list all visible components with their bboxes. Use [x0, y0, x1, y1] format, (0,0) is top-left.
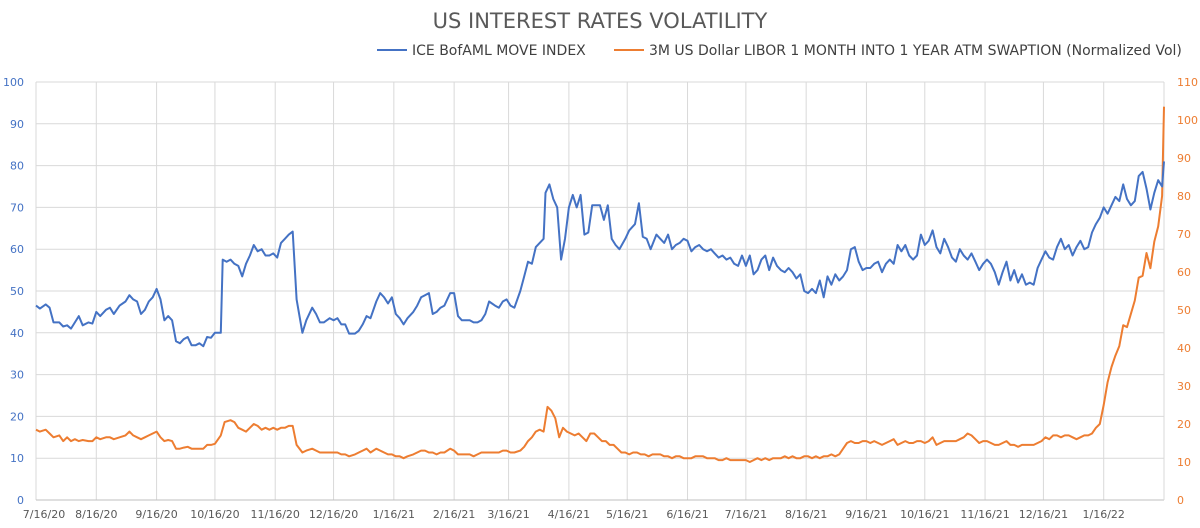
- right-tick-label: 50: [1177, 304, 1191, 317]
- x-tick-label: 1/16/21: [373, 508, 415, 521]
- x-tick-label: 7/16/20: [23, 508, 65, 521]
- left-tick-label: 30: [10, 369, 24, 382]
- x-tick-label: 2/16/21: [433, 508, 475, 521]
- right-tick-label: 20: [1177, 418, 1191, 431]
- x-tick-label: 6/16/21: [666, 508, 708, 521]
- left-tick-label: 90: [10, 118, 24, 131]
- left-tick-label: 10: [10, 452, 24, 465]
- left-tick-label: 100: [3, 76, 24, 89]
- series-line-move-index: [35, 161, 1165, 348]
- right-axis-ticks: 0 10 20 30 40 50 60 70 80 90 100 110: [1177, 76, 1198, 507]
- x-tick-label: 11/16/20: [251, 508, 300, 521]
- left-tick-label: 40: [10, 327, 24, 340]
- right-tick-label: 10: [1177, 456, 1191, 469]
- legend: ICE BofAML MOVE INDEX 3M US Dollar LIBOR…: [377, 43, 1182, 59]
- x-tick-label: 12/16/21: [1019, 508, 1068, 521]
- x-tick-label: 5/16/21: [606, 508, 648, 521]
- right-tick-label: 90: [1177, 152, 1191, 165]
- left-tick-label: 50: [10, 285, 24, 298]
- right-tick-label: 110: [1177, 76, 1198, 89]
- x-tick-label: 9/16/20: [135, 508, 177, 521]
- right-tick-label: 100: [1177, 114, 1198, 127]
- series-lines: [35, 106, 1165, 463]
- x-tick-label: 11/16/21: [960, 508, 1009, 521]
- x-tick-label: 8/16/20: [75, 508, 117, 521]
- x-tick-label: 10/16/21: [900, 508, 949, 521]
- x-tick-label: 7/16/21: [725, 508, 767, 521]
- right-tick-label: 30: [1177, 380, 1191, 393]
- x-tick-label: 8/16/21: [785, 508, 827, 521]
- left-axis-ticks: 0 10 20 30 40 50 60 70 80 90 100: [3, 76, 24, 507]
- x-tick-label: 1/16/22: [1083, 508, 1125, 521]
- gridlines: [35, 81, 1165, 501]
- left-tick-label: 60: [10, 243, 24, 256]
- x-tick-label: 12/16/20: [309, 508, 358, 521]
- legend-label-move-index: ICE BofAML MOVE INDEX: [412, 43, 586, 59]
- right-tick-label: 40: [1177, 342, 1191, 355]
- x-tick-label: 10/16/20: [190, 508, 239, 521]
- legend-label-swaption-vol: 3M US Dollar LIBOR 1 MONTH INTO 1 YEAR A…: [649, 43, 1182, 59]
- chart-title: US INTEREST RATES VOLATILITY: [433, 9, 768, 33]
- series-line-swaption-vol: [35, 106, 1165, 463]
- left-tick-label: 0: [17, 494, 24, 507]
- left-tick-label: 80: [10, 160, 24, 173]
- left-tick-label: 70: [10, 201, 24, 214]
- x-tick-label: 9/16/21: [845, 508, 887, 521]
- right-tick-label: 80: [1177, 190, 1191, 203]
- x-axis-ticks: 7/16/20 8/16/20 9/16/20 10/16/20 11/16/20 12/…: [23, 508, 1125, 521]
- right-tick-label: 60: [1177, 266, 1191, 279]
- right-tick-label: 70: [1177, 228, 1191, 241]
- left-tick-label: 20: [10, 410, 24, 423]
- x-tick-label: 3/16/21: [487, 508, 529, 521]
- right-tick-label: 0: [1177, 494, 1184, 507]
- x-tick-label: 4/16/21: [548, 508, 590, 521]
